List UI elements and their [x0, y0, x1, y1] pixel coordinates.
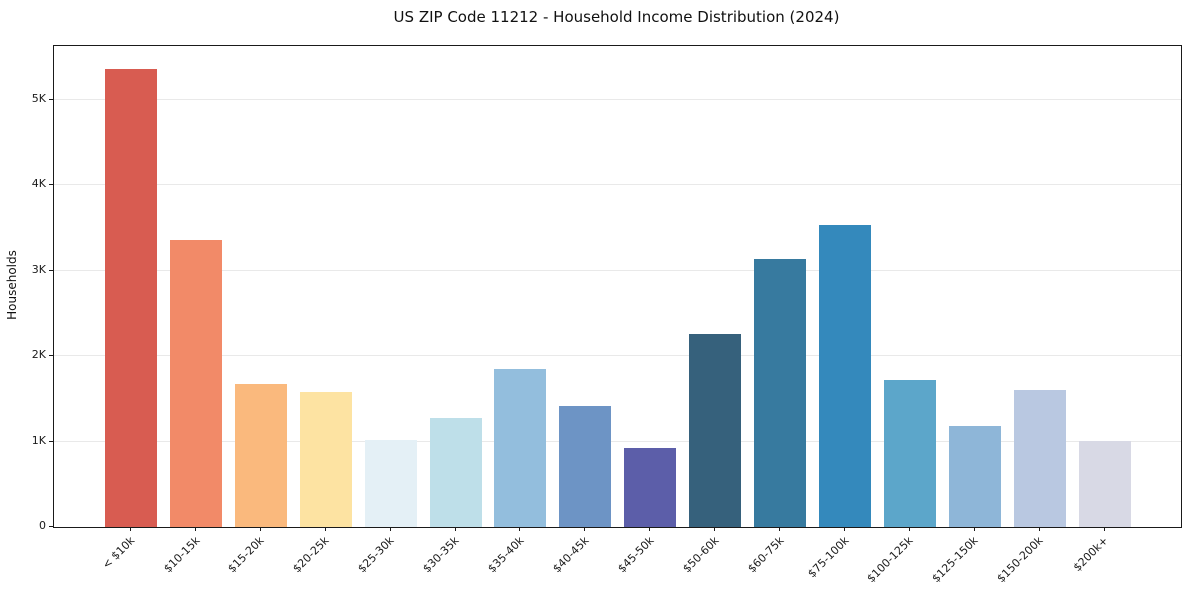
gridline: [54, 355, 1181, 357]
bar: [364, 440, 417, 527]
bar: [754, 259, 806, 527]
x-tick-label: $60-75k: [744, 534, 787, 576]
y-tick-mark: [49, 269, 53, 271]
x-tick-mark: [908, 527, 910, 531]
x-tick-label: $25-30k: [355, 534, 397, 576]
bar: [169, 240, 222, 527]
y-tick-label: 4K: [31, 177, 46, 191]
x-tick-mark: [649, 527, 651, 531]
x-tick-mark: [1038, 527, 1040, 531]
y-tick-label: 1K: [31, 433, 46, 447]
y-tick-label: 5K: [31, 91, 46, 105]
x-tick-label: $200k+: [1070, 534, 1111, 575]
bar: [105, 69, 157, 527]
x-tick-label: $30-35k: [420, 534, 462, 576]
x-tick-mark: [130, 527, 131, 531]
x-tick-label: $100-125k: [864, 534, 917, 586]
x-tick-mark: [584, 527, 586, 531]
y-tick-label: 2K: [31, 348, 46, 362]
y-tick-mark: [49, 355, 53, 357]
bar: [234, 384, 287, 527]
bar: [429, 418, 482, 527]
x-tick-mark: [454, 527, 456, 531]
x-tick-mark: [973, 527, 975, 531]
x-tick-mark: [389, 527, 391, 531]
x-tick-label: $125-150k: [929, 534, 981, 586]
x-tick-mark: [843, 527, 845, 531]
x-tick-mark: [259, 527, 261, 531]
x-tick-mark: [519, 527, 521, 531]
bar: [299, 392, 352, 527]
y-tick-label: 3K: [31, 262, 46, 276]
x-tick-label: $45-50k: [615, 534, 657, 576]
bar: [1078, 441, 1131, 527]
bar: [818, 225, 871, 527]
y-tick-label: 0: [39, 519, 46, 532]
gridline: [54, 184, 1181, 186]
x-tick-mark: [324, 527, 326, 531]
x-tick-label: $20-25k: [290, 534, 332, 576]
x-tick-label: < $10k: [99, 534, 138, 572]
bar: [1013, 390, 1066, 527]
bar: [494, 369, 547, 527]
bar: [559, 406, 612, 527]
x-tick-mark: [194, 527, 196, 531]
x-tick-mark: [779, 527, 780, 531]
bar: [883, 380, 936, 527]
gridline: [54, 269, 1181, 271]
bar: [689, 334, 742, 527]
gridline: [54, 440, 1181, 442]
x-tick-label: $75-100k: [804, 534, 852, 581]
x-tick-label: $15-20k: [225, 534, 268, 576]
y-tick-mark: [49, 440, 53, 442]
gridline: [54, 98, 1181, 100]
x-tick-label: $50-60k: [680, 534, 722, 576]
x-tick-label: $150-200k: [994, 534, 1046, 586]
x-tick-label: $35-40k: [485, 534, 527, 576]
y-tick-mark: [49, 184, 53, 186]
x-tick-label: $40-45k: [550, 534, 592, 576]
x-tick-label: $10-15k: [160, 534, 203, 576]
bar: [624, 448, 677, 527]
x-tick-mark: [1103, 527, 1105, 531]
y-axis-label: Households: [5, 250, 19, 320]
y-tick-mark: [49, 526, 53, 527]
x-tick-mark: [714, 527, 716, 531]
chart-title: US ZIP Code 11212 - Household Income Dis…: [393, 8, 840, 26]
y-tick-mark: [49, 98, 53, 100]
plot-area: [53, 45, 1182, 528]
bar: [948, 426, 1001, 527]
